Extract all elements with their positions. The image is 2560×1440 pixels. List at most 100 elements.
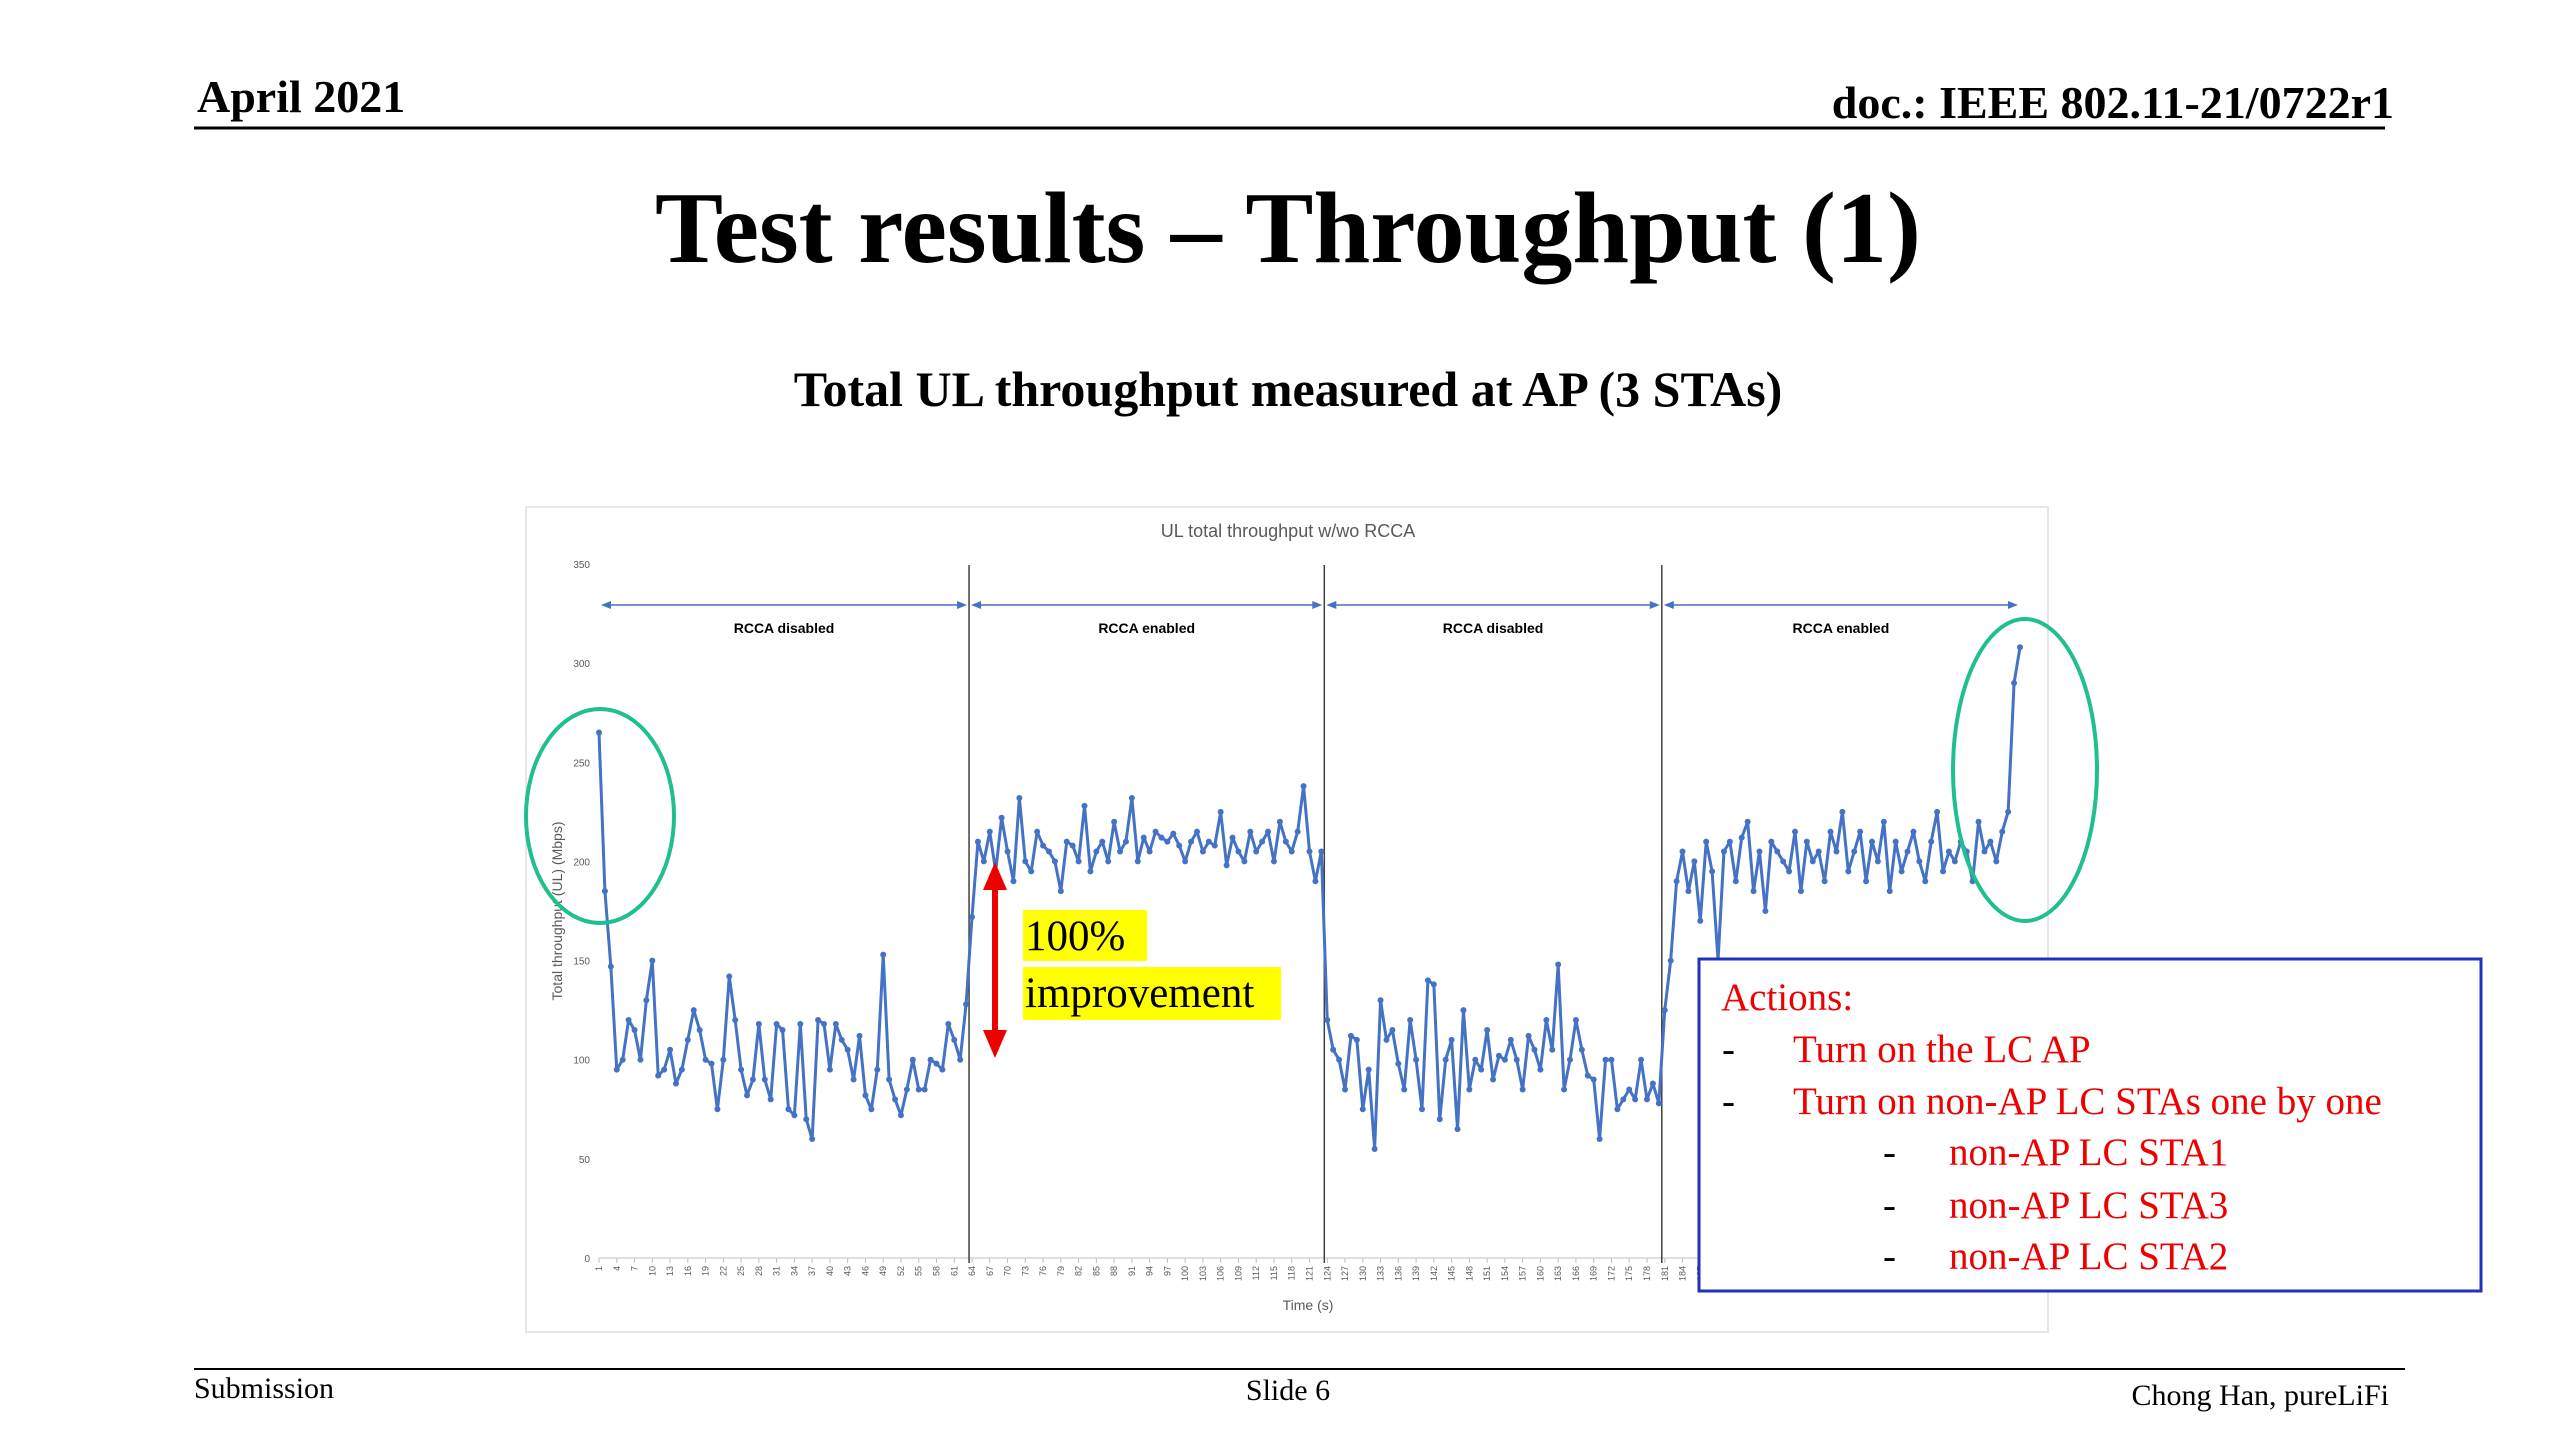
- action-item: non-AP LC STA1: [1949, 1131, 2228, 1174]
- data-point: [1691, 858, 1698, 865]
- data-point: [1158, 834, 1165, 841]
- y-tick-label: 250: [573, 758, 590, 769]
- data-point: [1140, 834, 1147, 841]
- data-point: [1945, 848, 1952, 855]
- data-point: [1596, 1136, 1603, 1143]
- data-point: [1324, 1017, 1331, 1024]
- data-point: [1407, 1017, 1414, 1024]
- x-tick-label: 73: [1020, 1266, 1030, 1276]
- x-tick-label: 142: [1429, 1266, 1439, 1281]
- data-point: [1555, 961, 1562, 968]
- arrow-head: [1663, 601, 1674, 609]
- x-tick-label: 136: [1393, 1266, 1403, 1281]
- data-point: [838, 1036, 845, 1043]
- y-tick-label: 300: [573, 659, 590, 670]
- data-point: [1886, 888, 1893, 895]
- data-point: [1247, 828, 1254, 835]
- data-point: [1371, 1145, 1378, 1152]
- data-point: [1383, 1036, 1390, 1043]
- slide-title: Test results – Throughput (1): [655, 172, 1921, 285]
- data-point: [1531, 1046, 1538, 1053]
- data-point: [921, 1086, 928, 1093]
- data-point: [897, 1112, 904, 1119]
- x-tick-label: 1: [594, 1266, 604, 1271]
- data-point: [1022, 858, 1029, 865]
- x-tick-label: 22: [718, 1266, 728, 1276]
- data-point: [1241, 858, 1248, 865]
- data-point: [1004, 848, 1011, 855]
- x-tick-label: 67: [985, 1266, 995, 1276]
- data-point: [1561, 1086, 1568, 1093]
- x-tick-label: 13: [665, 1266, 675, 1276]
- data-point: [1655, 1100, 1662, 1107]
- x-tick-label: 40: [825, 1266, 835, 1276]
- data-point: [1922, 878, 1929, 885]
- data-point: [850, 1076, 857, 1083]
- data-point: [886, 1076, 893, 1083]
- data-point: [1057, 888, 1064, 895]
- data-point: [672, 1080, 679, 1087]
- data-point: [963, 1001, 970, 1008]
- data-point: [927, 1056, 934, 1063]
- data-point: [880, 951, 887, 958]
- data-point: [1673, 878, 1680, 885]
- x-axis-label: Time (s): [1283, 1297, 1334, 1313]
- data-point: [2005, 808, 2012, 815]
- chart-title: UL total throughput w/wo RCCA: [1161, 521, 1415, 541]
- x-tick-label: 115: [1269, 1266, 1279, 1280]
- x-tick-label: 169: [1589, 1266, 1599, 1281]
- data-point: [1205, 838, 1212, 845]
- data-point: [1981, 848, 1988, 855]
- x-tick-label: 94: [1145, 1266, 1155, 1276]
- x-tick-label: 88: [1109, 1266, 1119, 1276]
- y-axis-label: Total throughput (UL) (Mbps): [549, 822, 565, 1001]
- data-point: [980, 858, 987, 865]
- data-point: [613, 1066, 620, 1073]
- data-point: [708, 1060, 715, 1067]
- x-tick-label: 166: [1571, 1266, 1581, 1281]
- data-point: [1501, 1056, 1508, 1063]
- data-point: [1051, 858, 1058, 865]
- data-point: [1188, 838, 1195, 845]
- data-point: [631, 1026, 638, 1033]
- data-point: [749, 1076, 756, 1083]
- callout-text: 100%: [1025, 913, 1125, 960]
- data-point: [1034, 828, 1041, 835]
- data-point: [1413, 1056, 1420, 1063]
- data-point: [655, 1072, 662, 1079]
- data-point: [1306, 848, 1313, 855]
- data-point: [1519, 1086, 1526, 1093]
- data-point: [815, 1017, 822, 1024]
- data-point: [1987, 838, 1994, 845]
- data-point: [957, 1056, 964, 1063]
- data-point: [779, 1026, 786, 1033]
- x-tick-label: 112: [1251, 1266, 1261, 1280]
- data-point: [1424, 977, 1431, 984]
- data-point: [1720, 848, 1727, 855]
- data-point: [1827, 828, 1834, 835]
- data-point: [1602, 1056, 1609, 1063]
- action-item: Turn on the LC AP: [1793, 1028, 2091, 1071]
- data-point: [1211, 842, 1218, 849]
- data-point: [1839, 808, 1846, 815]
- x-tick-label: 127: [1340, 1266, 1350, 1281]
- data-point: [1543, 1017, 1550, 1024]
- data-point: [1265, 828, 1272, 835]
- data-point: [1809, 858, 1816, 865]
- y-tick-label: 150: [573, 957, 590, 968]
- data-point: [951, 1036, 958, 1043]
- data-point: [1010, 878, 1017, 885]
- data-point: [1549, 1046, 1556, 1053]
- x-tick-label: 154: [1500, 1266, 1510, 1281]
- data-point: [909, 1056, 916, 1063]
- x-tick-label: 58: [931, 1266, 941, 1276]
- data-point: [1016, 794, 1023, 801]
- data-point: [1484, 1026, 1491, 1033]
- x-tick-label: 145: [1447, 1266, 1457, 1281]
- arrow-head: [1312, 601, 1323, 609]
- x-tick-label: 97: [1162, 1266, 1172, 1276]
- data-point: [732, 1017, 739, 1024]
- x-tick-label: 10: [647, 1266, 657, 1276]
- highlight: [1023, 910, 1147, 961]
- data-point: [1460, 1007, 1467, 1014]
